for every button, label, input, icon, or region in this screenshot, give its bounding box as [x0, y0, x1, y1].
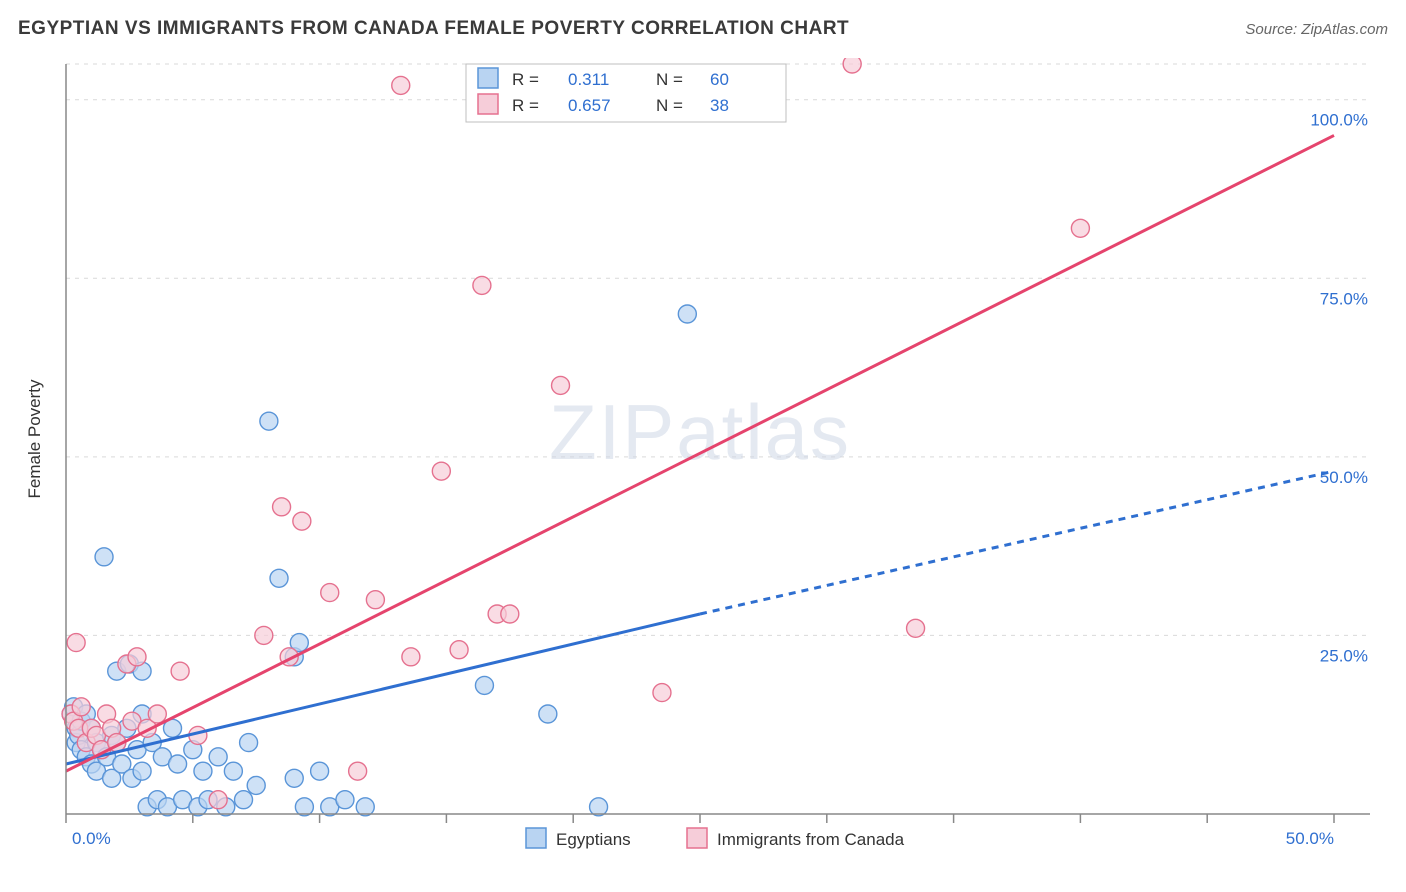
- data-point: [1071, 219, 1089, 237]
- data-point: [209, 748, 227, 766]
- data-point: [171, 662, 189, 680]
- data-point: [475, 676, 493, 694]
- svg-text:0.657: 0.657: [568, 96, 611, 115]
- data-point: [72, 698, 90, 716]
- data-point: [270, 569, 288, 587]
- data-point: [133, 762, 151, 780]
- data-point: [293, 512, 311, 530]
- data-point: [501, 605, 519, 623]
- data-point: [356, 798, 374, 816]
- data-point: [240, 734, 258, 752]
- trend-line-extension: [700, 471, 1334, 614]
- data-point: [209, 791, 227, 809]
- data-point: [148, 705, 166, 723]
- data-point: [450, 641, 468, 659]
- svg-text:R =: R =: [512, 96, 539, 115]
- svg-text:R =: R =: [512, 70, 539, 89]
- data-point: [273, 498, 291, 516]
- data-point: [260, 412, 278, 430]
- source-name: ZipAtlas.com: [1301, 21, 1388, 38]
- data-point: [295, 798, 313, 816]
- data-point: [247, 776, 265, 794]
- data-point: [95, 548, 113, 566]
- data-point: [67, 634, 85, 652]
- legend-label: Immigrants from Canada: [717, 830, 905, 849]
- data-point: [311, 762, 329, 780]
- data-point: [402, 648, 420, 666]
- chart-source: Source: ZipAtlas.com: [1245, 21, 1388, 39]
- trend-line: [66, 614, 700, 764]
- trend-line: [66, 135, 1334, 771]
- data-point: [907, 619, 925, 637]
- x-tick-label: 50.0%: [1286, 829, 1334, 848]
- legend-swatch: [478, 94, 498, 114]
- y-tick-label: 75.0%: [1320, 289, 1368, 308]
- data-point: [349, 762, 367, 780]
- y-axis-label: Female Poverty: [25, 379, 44, 499]
- chart-container: ZIPatlas0.0%50.0%25.0%50.0%75.0%100.0%Fe…: [18, 58, 1388, 874]
- data-point: [678, 305, 696, 323]
- legend-swatch: [526, 828, 546, 848]
- data-point: [285, 769, 303, 787]
- y-tick-label: 100.0%: [1310, 111, 1368, 130]
- data-point: [194, 762, 212, 780]
- data-point: [224, 762, 242, 780]
- legend-label: Egyptians: [556, 830, 631, 849]
- data-point: [552, 376, 570, 394]
- data-point: [255, 626, 273, 644]
- data-point: [169, 755, 187, 773]
- svg-text:60: 60: [710, 70, 729, 89]
- y-tick-label: 50.0%: [1320, 468, 1368, 487]
- svg-text:38: 38: [710, 96, 729, 115]
- data-point: [235, 791, 253, 809]
- chart-title: EGYPTIAN VS IMMIGRANTS FROM CANADA FEMAL…: [18, 18, 849, 40]
- data-point: [653, 684, 671, 702]
- svg-text:0.311: 0.311: [568, 70, 609, 89]
- correlation-scatter-chart: ZIPatlas0.0%50.0%25.0%50.0%75.0%100.0%Fe…: [18, 58, 1388, 874]
- data-point: [128, 648, 146, 666]
- data-point: [336, 791, 354, 809]
- y-tick-label: 25.0%: [1320, 646, 1368, 665]
- data-point: [473, 276, 491, 294]
- legend-swatch: [478, 68, 498, 88]
- legend-swatch: [687, 828, 707, 848]
- data-point: [392, 76, 410, 94]
- x-tick-label: 0.0%: [72, 829, 111, 848]
- data-point: [321, 584, 339, 602]
- data-point: [843, 58, 861, 73]
- source-prefix: Source:: [1245, 21, 1301, 38]
- data-point: [539, 705, 557, 723]
- svg-text:N =: N =: [656, 96, 683, 115]
- data-point: [590, 798, 608, 816]
- svg-text:N =: N =: [656, 70, 683, 89]
- series-legend: Egyptians Immigrants from Canada: [526, 828, 905, 849]
- data-point: [366, 591, 384, 609]
- data-point: [432, 462, 450, 480]
